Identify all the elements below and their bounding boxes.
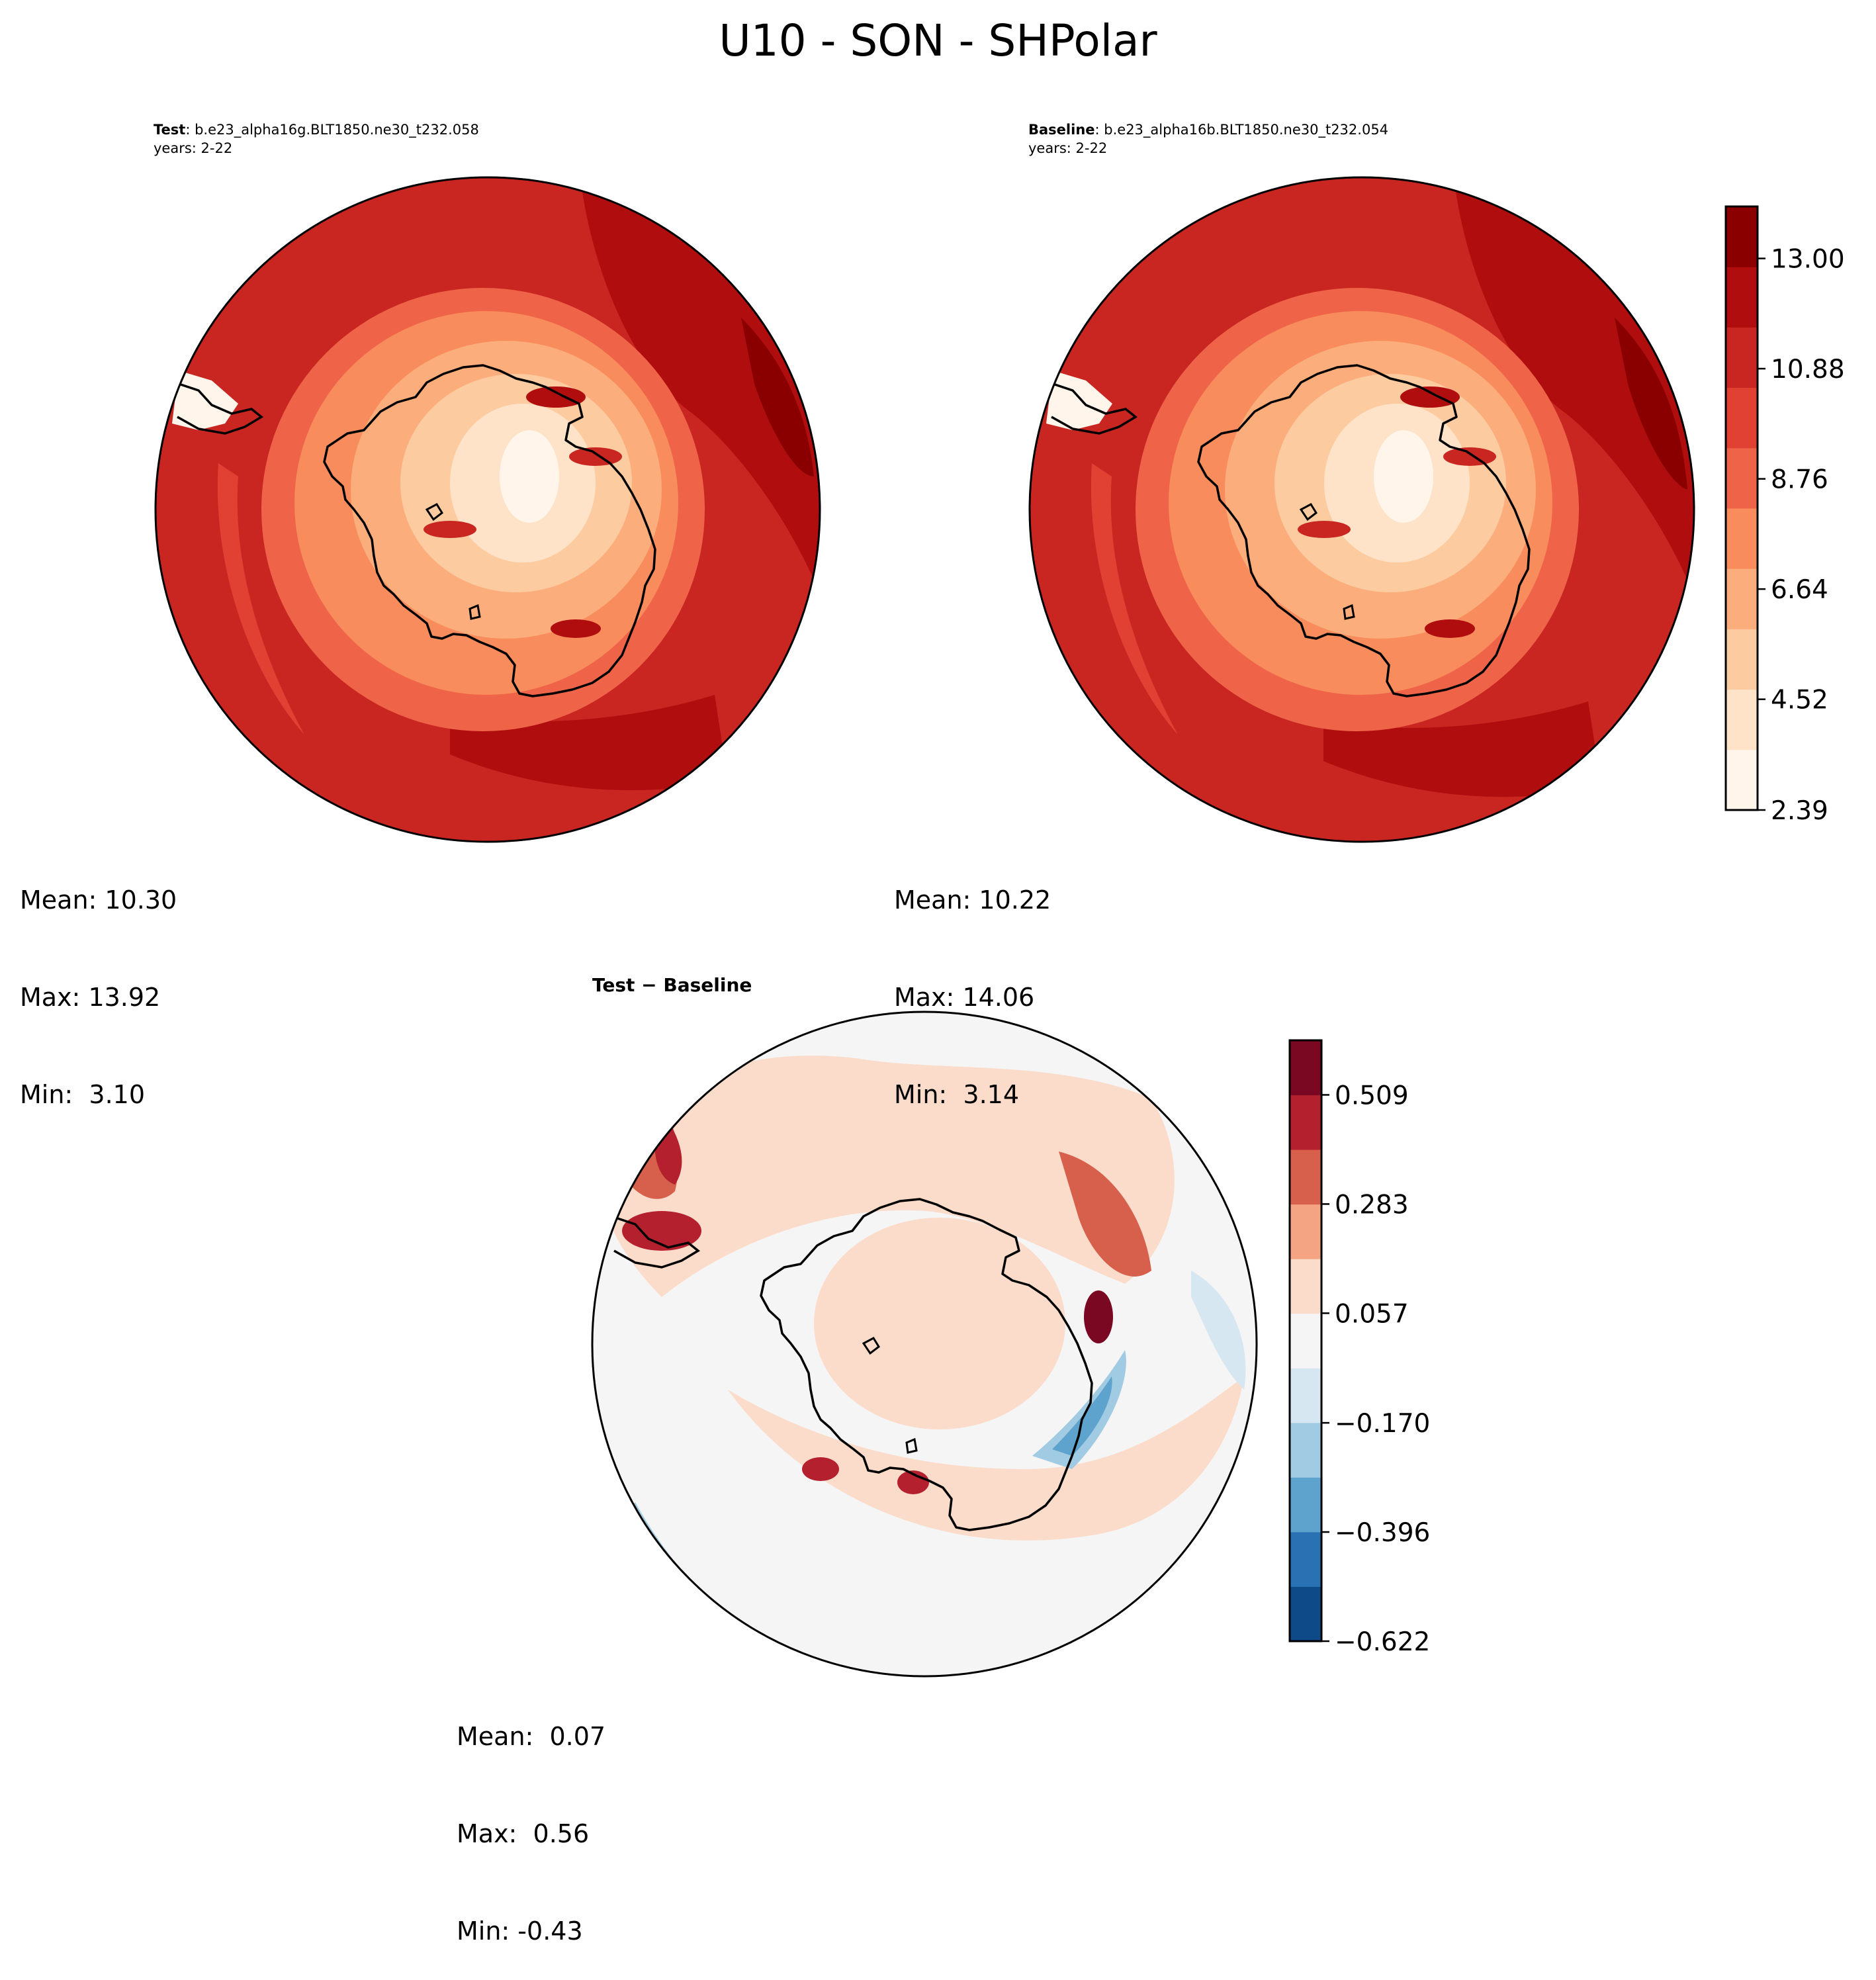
diff-colorbar-level-2: [1290, 1477, 1321, 1533]
diff-colorbar-level-3: [1290, 1422, 1321, 1478]
diff-positive-east-max: [1084, 1290, 1113, 1343]
figure-canvas: 13.00 10.88 8.76 6.64 4.52 2.39 0.509 0.283 0.0…: [154, 176, 1845, 1678]
diff-positive-interior: [814, 1218, 1065, 1429]
test-max-core: [741, 318, 814, 476]
diff-colorbar-tick-label-5: −0.622: [1335, 1627, 1430, 1657]
baseline-years: years: 2-22: [1028, 140, 1108, 156]
field-colorbar: 13.00 10.88 8.76 6.64 4.52 2.39: [1724, 205, 1845, 826]
diff-positive-west-max: [622, 1211, 701, 1251]
baseline-plateau-core: [1374, 430, 1433, 523]
diff-colorbar-level-7: [1290, 1204, 1321, 1259]
field-colorbar-tick-label-1: 10.88: [1771, 355, 1845, 384]
diff-negative-min: [708, 1628, 761, 1674]
diff-colorbar-level-1: [1290, 1531, 1321, 1587]
diff-negative-far-east: [1191, 1271, 1246, 1390]
baseline-lower-band-west: [1091, 463, 1178, 735]
diff-colorbar-level-10: [1290, 1040, 1321, 1096]
test-years: years: 2-22: [154, 140, 233, 156]
diff-colorbar: 0.509 0.283 0.057 −0.170 −0.396 −0.622: [1288, 1039, 1430, 1657]
field-colorbar-level-4: [1726, 508, 1758, 569]
diff-negative-east: [1032, 1350, 1126, 1469]
field-colorbar-level-0: [1726, 749, 1758, 811]
field-colorbar-level-9: [1726, 206, 1758, 267]
diff-stats: Mean: 0.07 Max: 0.56 Min: -0.43: [457, 1656, 605, 1980]
diff-positive-north: [596, 1056, 1175, 1297]
diff-colorbar-tick-label-3: −0.170: [1335, 1409, 1430, 1439]
field-colorbar-level-6: [1726, 387, 1758, 449]
field-colorbar-tick-label-4: 4.52: [1771, 686, 1828, 715]
diff-panel-title: Test − Baseline: [592, 974, 752, 996]
baseline-patagonia-low: [1046, 371, 1112, 430]
test-case-name: : b.e23_alpha16g.BLT1850.ne30_t232.058: [185, 122, 479, 138]
field-colorbar-level-5: [1726, 447, 1758, 509]
diff-colorbar-level-8: [1290, 1149, 1321, 1205]
baseline-stat-max: Max: 14.06: [894, 983, 1035, 1012]
test-stats: Mean: 10.30 Max: 13.92 Min: 3.10: [20, 819, 177, 1144]
diff-colorbar-level-6: [1290, 1259, 1321, 1314]
field-colorbar-frame: [1724, 205, 1759, 811]
baseline-katabatic-1: [1400, 386, 1460, 408]
baseline-stat-min: Min: 3.14: [894, 1080, 1019, 1109]
test-plateau-core: [500, 430, 559, 523]
test-stat-max: Max: 13.92: [20, 983, 161, 1012]
test-stat-mean: Mean: 10.30: [20, 885, 177, 915]
diff-colorbar-tick-label-0: 0.509: [1335, 1081, 1409, 1110]
field-colorbar-tick-label-5: 2.39: [1771, 796, 1828, 826]
diff-map-boundary: [591, 1011, 1258, 1678]
test-map-boundary: [154, 176, 821, 843]
baseline-high-band-south: [1323, 701, 1601, 797]
diff-map: [592, 1012, 1257, 1676]
baseline-stat-mean: Mean: 10.22: [894, 885, 1051, 915]
test-patagonia-low: [172, 371, 238, 430]
test-katabatic-4: [424, 521, 476, 538]
baseline-map: [1030, 177, 1694, 842]
diff-colorbar-tick-label-2: 0.057: [1335, 1299, 1409, 1329]
test-label: Test: [154, 122, 186, 138]
diff-positive-east: [1059, 1151, 1151, 1277]
diff-colorbar-tick-label-1: 0.283: [1335, 1190, 1409, 1220]
test-stat-min: Min: 3.10: [20, 1080, 145, 1109]
field-colorbar-level-1: [1726, 689, 1758, 750]
field-colorbar-tick-label-3: 6.64: [1771, 575, 1828, 605]
baseline-max-core: [1615, 318, 1687, 490]
baseline-south-america-coast: [1051, 382, 1138, 435]
figure-title: U10 - SON - SHPolar: [719, 15, 1157, 66]
diff-negative-east-core: [1052, 1376, 1112, 1456]
field-colorbar-level-8: [1726, 267, 1758, 328]
diff-colorbar-level-5: [1290, 1313, 1321, 1369]
baseline-katabatic-3: [1425, 619, 1475, 638]
test-high-band-south: [450, 695, 728, 791]
diff-colorbar-level-4: [1290, 1368, 1321, 1423]
field-colorbar-level-2: [1726, 629, 1758, 690]
field-colorbar-tick-label-2: 8.76: [1771, 465, 1828, 495]
test-map: [156, 177, 820, 842]
test-katabatic-2: [569, 447, 622, 466]
diff-stat-max: Max: 0.56: [457, 1819, 590, 1848]
field-colorbar-tick-label-0: 13.00: [1771, 245, 1845, 275]
field-colorbar-level-7: [1726, 327, 1758, 388]
baseline-katabatic-2: [1443, 447, 1496, 466]
baseline-stats: Mean: 10.22 Max: 14.06 Min: 3.14: [894, 819, 1051, 1144]
test-katabatic-3: [551, 619, 601, 638]
baseline-label: Baseline: [1028, 122, 1095, 138]
baseline-katabatic-4: [1298, 521, 1351, 538]
field-colorbar-level-3: [1726, 568, 1758, 629]
diff-stat-min: Min: -0.43: [457, 1916, 583, 1946]
test-katabatic-1: [526, 386, 586, 408]
diff-positive-south-core: [802, 1457, 839, 1481]
baseline-case-name: : b.e23_alpha16b.BLT1850.ne30_t232.054: [1094, 122, 1389, 138]
test-lower-band-west: [217, 463, 304, 735]
diff-positive-south: [728, 1376, 1244, 1541]
test-panel-header: Test: b.e23_alpha16g.BLT1850.ne30_t232.0…: [154, 120, 479, 158]
diff-colorbar-level-9: [1290, 1095, 1321, 1150]
diff-stat-mean: Mean: 0.07: [457, 1722, 606, 1751]
diff-south-america-coast: [613, 1216, 701, 1269]
baseline-panel-header: Baseline: b.e23_alpha16b.BLT1850.ne30_t2…: [1028, 120, 1388, 158]
diff-colorbar-frame: [1288, 1039, 1323, 1642]
baseline-map-boundary: [1028, 176, 1695, 843]
test-south-america-coast: [177, 382, 264, 435]
diff-colorbar-level-0: [1290, 1586, 1321, 1642]
diff-colorbar-tick-label-4: −0.396: [1335, 1518, 1430, 1548]
